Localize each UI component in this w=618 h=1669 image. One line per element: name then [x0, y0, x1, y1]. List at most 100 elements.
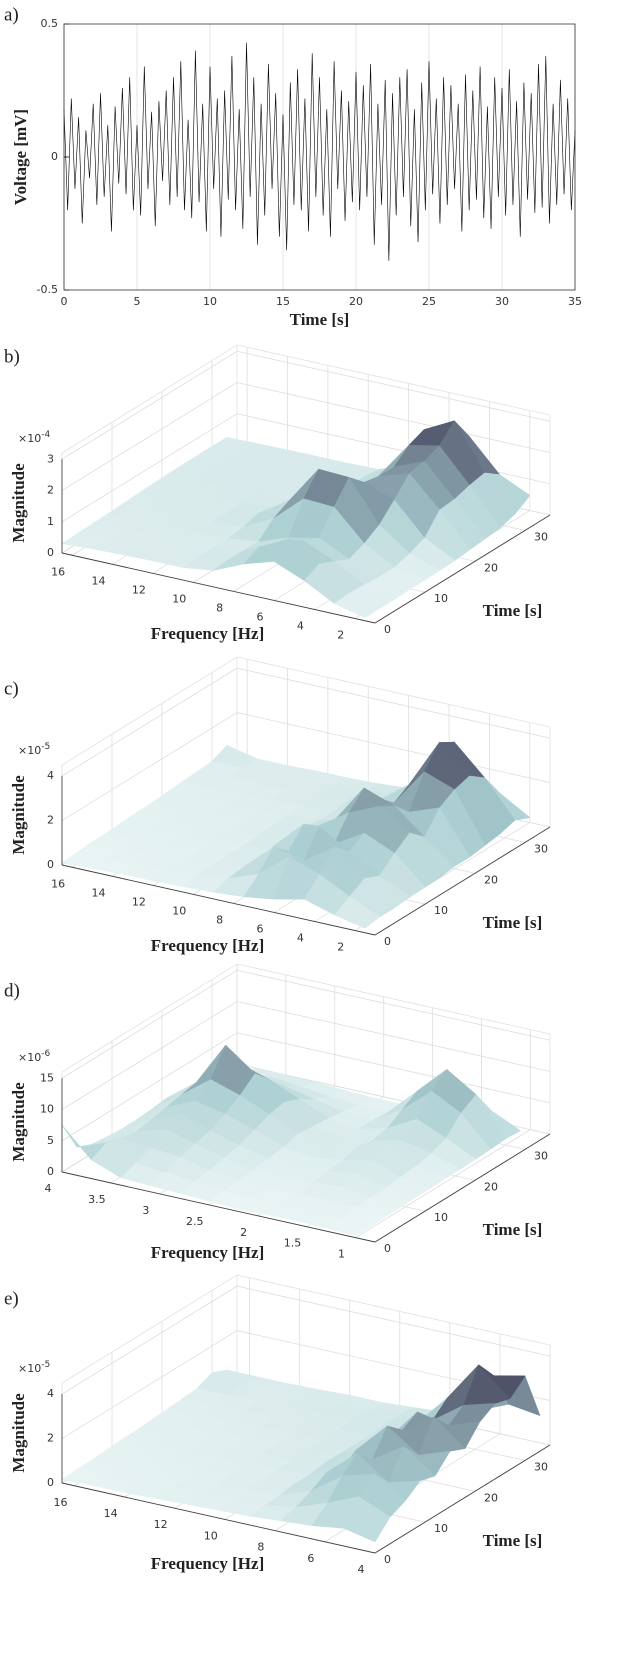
z-tick-label: 15	[40, 1071, 54, 1084]
box-edge	[61, 344, 551, 454]
y-tick-label: 30	[534, 530, 548, 543]
grid-line	[61, 1330, 551, 1439]
exponent-base: ×10	[18, 1051, 41, 1064]
z-tick-label: 4	[47, 1387, 54, 1400]
y-tick-label: -0.5	[37, 283, 58, 296]
x-tick-label: 16	[54, 1496, 68, 1509]
panel-label: d)	[4, 980, 20, 1001]
frequency-axis	[61, 864, 376, 936]
z-axis-label: Magnitude	[9, 775, 28, 855]
x-tick-label: 10	[203, 295, 217, 308]
time-axis	[374, 1444, 551, 1554]
x-tick-label: 2	[337, 940, 344, 953]
grid-line	[61, 350, 551, 460]
x-tick-label: 30	[495, 295, 509, 308]
x-tick-label: 4	[45, 1182, 52, 1195]
grid-line	[61, 969, 551, 1079]
x-tick-label: 5	[134, 295, 141, 308]
x-axis-label: Frequency [Hz]	[151, 936, 264, 955]
z-tick-label: 0	[47, 1476, 54, 1489]
z-tick-label: 1	[47, 515, 54, 528]
x-tick-label: 3.5	[88, 1193, 106, 1206]
z-axis-label: Magnitude	[9, 463, 28, 543]
z-tick-label: 3	[47, 452, 54, 465]
y-tick-label: 30	[534, 842, 548, 855]
x-tick-label: 35	[568, 295, 582, 308]
y-tick-label: 10	[434, 904, 448, 917]
exponent-base: ×10	[18, 1362, 41, 1375]
signal-line	[63, 42, 576, 261]
y-tick-label: 20	[484, 873, 498, 886]
x-tick-label: 12	[132, 583, 146, 596]
y-tick-label: 20	[484, 1180, 498, 1193]
x-tick-label: 4	[358, 1563, 365, 1576]
x-tick-label: 6	[257, 922, 264, 935]
exponent-power: -6	[41, 1049, 50, 1059]
x-tick-label: 10	[172, 904, 186, 917]
grid-line	[61, 1001, 551, 1110]
x-tick-label: 4	[297, 931, 304, 944]
time-axis	[374, 1133, 551, 1243]
x-tick-label: 2	[337, 628, 344, 641]
x-tick-label: 10	[172, 592, 186, 605]
y-tick-label: 20	[484, 1491, 498, 1504]
x-tick-label: 2.5	[186, 1215, 204, 1228]
x-tick-label: 6	[307, 1552, 314, 1565]
x-axis-label: Frequency [Hz]	[151, 1554, 264, 1573]
y-tick-label: 20	[484, 561, 498, 574]
z-axis-label: Magnitude	[9, 1082, 28, 1162]
surface-patch	[334, 896, 381, 929]
z-tick-label: 2	[47, 814, 54, 827]
exponent-power: -5	[41, 1360, 50, 1370]
x-tick-label: 1	[338, 1248, 345, 1261]
y-tick-label: 0.5	[41, 17, 59, 30]
y-tick-label: 0	[384, 1553, 391, 1566]
y-axis-label: Voltage [mV]	[11, 109, 30, 205]
box-edge	[61, 1274, 551, 1384]
panel-label: c)	[4, 678, 19, 699]
y-tick-label: 0	[384, 1242, 391, 1255]
y-axis-label: Time [s]	[483, 913, 543, 932]
x-tick-label: 15	[276, 295, 290, 308]
exponent-label: ×10-4	[18, 430, 50, 446]
exponent-power: -4	[41, 430, 50, 440]
x-tick-label: 3	[142, 1204, 149, 1217]
surface-patch	[334, 592, 381, 618]
z-axis-label: Magnitude	[9, 1393, 28, 1473]
z-tick-label: 4	[47, 769, 54, 782]
y-tick-label: 10	[434, 1522, 448, 1535]
y-tick-label: 0	[51, 150, 58, 163]
time-axis	[374, 514, 551, 624]
x-axis-label: Time [s]	[290, 310, 350, 329]
x-tick-label: 14	[91, 574, 105, 587]
x-tick-label: 6	[257, 610, 264, 623]
box-edge	[61, 656, 551, 766]
x-tick-label: 12	[154, 1518, 168, 1531]
y-tick-label: 30	[534, 1149, 548, 1162]
frequency-axis	[61, 1171, 376, 1243]
x-tick-label: 8	[216, 913, 223, 926]
x-tick-label: 12	[132, 895, 146, 908]
frequency-axis	[61, 1482, 376, 1554]
z-tick-label: 2	[47, 1432, 54, 1445]
grid-line	[61, 1285, 551, 1395]
z-tick-label: 0	[47, 1165, 54, 1178]
exponent-label: ×10-6	[18, 1049, 50, 1065]
z-tick-label: 0	[47, 546, 54, 559]
time-axis	[374, 826, 551, 936]
exponent-base: ×10	[18, 432, 41, 445]
x-axis-label: Frequency [Hz]	[151, 1243, 264, 1262]
x-tick-label: 0	[61, 295, 68, 308]
y-axis-label: Time [s]	[483, 601, 543, 620]
exponent-label: ×10-5	[18, 1360, 50, 1376]
x-tick-label: 10	[204, 1529, 218, 1542]
panel-label: a)	[4, 4, 19, 25]
surface-patch	[343, 1496, 391, 1543]
x-tick-label: 8	[257, 1541, 264, 1554]
z-tick-label: 10	[40, 1103, 54, 1116]
z-tick-label: 2	[47, 484, 54, 497]
x-axis-label: Frequency [Hz]	[151, 624, 264, 643]
frequency-axis	[61, 552, 376, 624]
surface-patch	[325, 1217, 371, 1237]
